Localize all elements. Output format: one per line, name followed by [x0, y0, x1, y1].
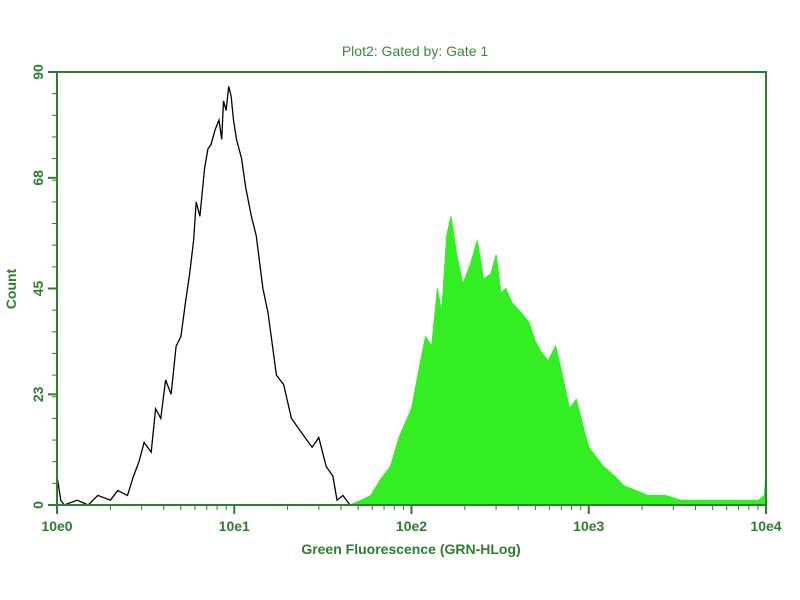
y-tick-label: 23 [30, 386, 46, 402]
y-tick-label: 0 [30, 501, 46, 509]
x-axis-label: Green Fluorescence (GRN-HLog) [301, 541, 520, 557]
x-tick-label: 10e1 [219, 518, 250, 534]
y-tick-label: 68 [30, 170, 46, 186]
y-tick-label: 45 [30, 281, 46, 297]
axes-layer: 10e0 10e1 10e2 10e3 10e4 0 23 45 68 90 [30, 64, 782, 534]
series-stained-area [349, 216, 767, 506]
series-layer [56, 86, 767, 506]
y-axis-label: Count [3, 268, 19, 309]
x-tick-label: 10e2 [396, 518, 427, 534]
x-tick-label: 10e0 [41, 518, 72, 534]
y-tick-label: 90 [30, 64, 46, 80]
series-control-line [56, 86, 351, 506]
x-tick-label: 10e3 [573, 518, 604, 534]
chart-title: Plot2: Gated by: Gate 1 [342, 43, 489, 59]
x-tick-label: 10e4 [750, 518, 781, 534]
